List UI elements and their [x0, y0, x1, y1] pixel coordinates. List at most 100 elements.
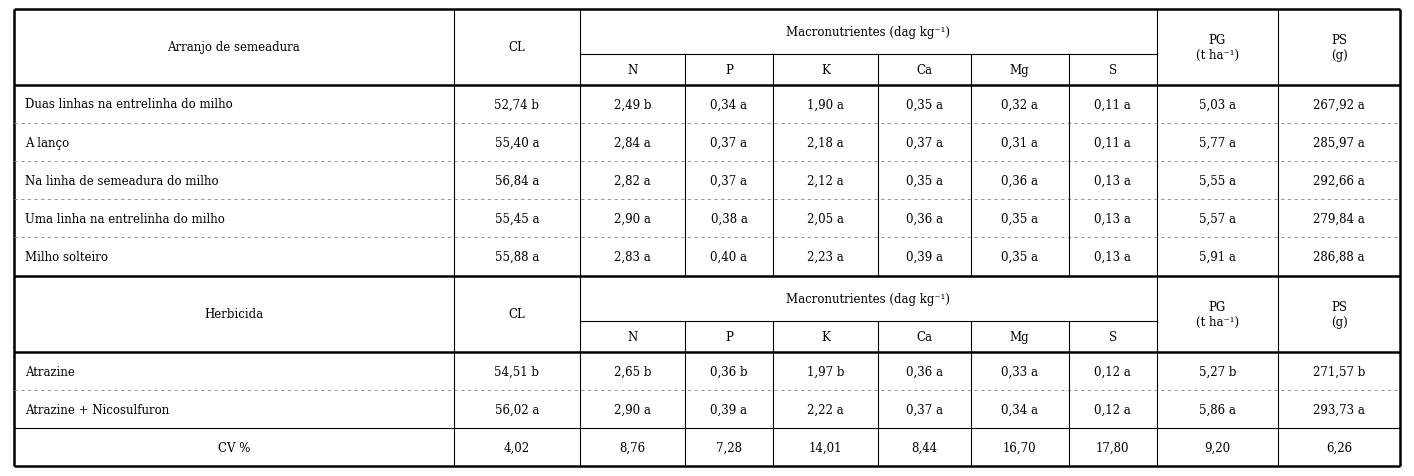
Text: 2,49 b: 2,49 b [614, 98, 652, 111]
Text: 2,82 a: 2,82 a [614, 174, 650, 188]
Text: 55,45 a: 55,45 a [495, 212, 539, 226]
Text: 0,35 a: 0,35 a [905, 98, 943, 111]
Text: 8,44: 8,44 [911, 441, 937, 454]
Text: 292,66 a: 292,66 a [1314, 174, 1365, 188]
Text: Arranjo de semeadura: Arranjo de semeadura [167, 41, 300, 54]
Text: 2,05 a: 2,05 a [807, 212, 844, 226]
Text: Duas linhas na entrelinha do milho: Duas linhas na entrelinha do milho [25, 98, 233, 111]
Text: 5,27 b: 5,27 b [1199, 365, 1236, 378]
Text: N: N [628, 64, 638, 77]
Text: CV %: CV % [218, 441, 250, 454]
Text: 0,34 a: 0,34 a [1001, 403, 1038, 416]
Text: 16,70: 16,70 [1003, 441, 1036, 454]
Text: 5,91 a: 5,91 a [1199, 250, 1236, 264]
Text: 54,51 b: 54,51 b [495, 365, 539, 378]
Text: 2,65 b: 2,65 b [614, 365, 652, 378]
Text: A lanço: A lanço [25, 136, 69, 149]
Text: 286,88 a: 286,88 a [1314, 250, 1365, 264]
Text: Na linha de semeadura do milho: Na linha de semeadura do milho [25, 174, 219, 188]
Text: S: S [1109, 64, 1117, 77]
Text: Ca: Ca [916, 64, 932, 77]
Text: 0,13 a: 0,13 a [1094, 174, 1131, 188]
Text: 5,77 a: 5,77 a [1199, 136, 1236, 149]
Text: Atrazine: Atrazine [25, 365, 75, 378]
Text: 0,36 a: 0,36 a [905, 365, 943, 378]
Text: 2,12 a: 2,12 a [807, 174, 844, 188]
Text: PG
(t ha⁻¹): PG (t ha⁻¹) [1196, 34, 1239, 61]
Text: 0,31 a: 0,31 a [1001, 136, 1038, 149]
Text: 2,23 a: 2,23 a [807, 250, 844, 264]
Text: 0,12 a: 0,12 a [1094, 365, 1131, 378]
Text: 2,18 a: 2,18 a [807, 136, 844, 149]
Text: 279,84 a: 279,84 a [1314, 212, 1365, 226]
Text: 0,40 a: 0,40 a [710, 250, 748, 264]
Text: 0,35 a: 0,35 a [1001, 212, 1038, 226]
Text: 55,40 a: 55,40 a [495, 136, 539, 149]
Text: 0,32 a: 0,32 a [1001, 98, 1038, 111]
Text: 1,90 a: 1,90 a [807, 98, 844, 111]
Text: 0,11 a: 0,11 a [1094, 98, 1131, 111]
Text: 0,11 a: 0,11 a [1094, 136, 1131, 149]
Text: P: P [725, 330, 732, 344]
Text: 4,02: 4,02 [503, 441, 530, 454]
Text: 2,22 a: 2,22 a [807, 403, 844, 416]
Text: S: S [1109, 330, 1117, 344]
Text: 7,28: 7,28 [715, 441, 742, 454]
Text: 0,37 a: 0,37 a [905, 403, 943, 416]
Text: P: P [725, 64, 732, 77]
Text: 0,37 a: 0,37 a [710, 174, 748, 188]
Text: 5,55 a: 5,55 a [1199, 174, 1236, 188]
Text: Milho solteiro: Milho solteiro [25, 250, 109, 264]
Text: K: K [822, 330, 830, 344]
Text: 293,73 a: 293,73 a [1314, 403, 1365, 416]
Text: CL: CL [509, 41, 525, 54]
Text: 285,97 a: 285,97 a [1314, 136, 1365, 149]
Text: Mg: Mg [1010, 330, 1029, 344]
Text: 2,90 a: 2,90 a [614, 403, 650, 416]
Text: PG
(t ha⁻¹): PG (t ha⁻¹) [1196, 300, 1239, 328]
Text: 0,37 a: 0,37 a [905, 136, 943, 149]
Text: 0,39 a: 0,39 a [710, 403, 748, 416]
Text: 267,92 a: 267,92 a [1314, 98, 1365, 111]
Text: 14,01: 14,01 [809, 441, 843, 454]
Text: 2,83 a: 2,83 a [614, 250, 650, 264]
Text: 0,33 a: 0,33 a [1001, 365, 1038, 378]
Text: N: N [628, 330, 638, 344]
Text: 0,38 a: 0,38 a [710, 212, 748, 226]
Text: 5,86 a: 5,86 a [1199, 403, 1236, 416]
Text: 56,84 a: 56,84 a [495, 174, 539, 188]
Text: PS
(g): PS (g) [1331, 300, 1348, 328]
Text: Macronutrientes (dag kg⁻¹): Macronutrientes (dag kg⁻¹) [786, 26, 950, 39]
Text: 17,80: 17,80 [1096, 441, 1130, 454]
Text: Mg: Mg [1010, 64, 1029, 77]
Text: 0,12 a: 0,12 a [1094, 403, 1131, 416]
Text: Uma linha na entrelinha do milho: Uma linha na entrelinha do milho [25, 212, 225, 226]
Text: 0,13 a: 0,13 a [1094, 212, 1131, 226]
Text: 0,35 a: 0,35 a [905, 174, 943, 188]
Text: 6,26: 6,26 [1326, 441, 1352, 454]
Text: 55,88 a: 55,88 a [495, 250, 539, 264]
Text: 0,39 a: 0,39 a [905, 250, 943, 264]
Text: CL: CL [509, 307, 525, 321]
Text: Atrazine + Nicosulfuron: Atrazine + Nicosulfuron [25, 403, 170, 416]
Text: 2,90 a: 2,90 a [614, 212, 650, 226]
Text: Herbicida: Herbicida [204, 307, 263, 321]
Text: PS
(g): PS (g) [1331, 34, 1348, 61]
Text: 0,37 a: 0,37 a [710, 136, 748, 149]
Text: 8,76: 8,76 [619, 441, 646, 454]
Text: 52,74 b: 52,74 b [495, 98, 539, 111]
Text: 5,57 a: 5,57 a [1199, 212, 1236, 226]
Text: 0,36 b: 0,36 b [710, 365, 748, 378]
Text: Macronutrientes (dag kg⁻¹): Macronutrientes (dag kg⁻¹) [786, 292, 950, 306]
Text: 0,34 a: 0,34 a [710, 98, 748, 111]
Text: 0,13 a: 0,13 a [1094, 250, 1131, 264]
Text: K: K [822, 64, 830, 77]
Text: 0,36 a: 0,36 a [905, 212, 943, 226]
Text: 0,36 a: 0,36 a [1001, 174, 1038, 188]
Text: 5,03 a: 5,03 a [1199, 98, 1236, 111]
Text: 2,84 a: 2,84 a [614, 136, 650, 149]
Text: 1,97 b: 1,97 b [806, 365, 844, 378]
Text: 271,57 b: 271,57 b [1312, 365, 1365, 378]
Text: 56,02 a: 56,02 a [495, 403, 539, 416]
Text: 9,20: 9,20 [1205, 441, 1230, 454]
